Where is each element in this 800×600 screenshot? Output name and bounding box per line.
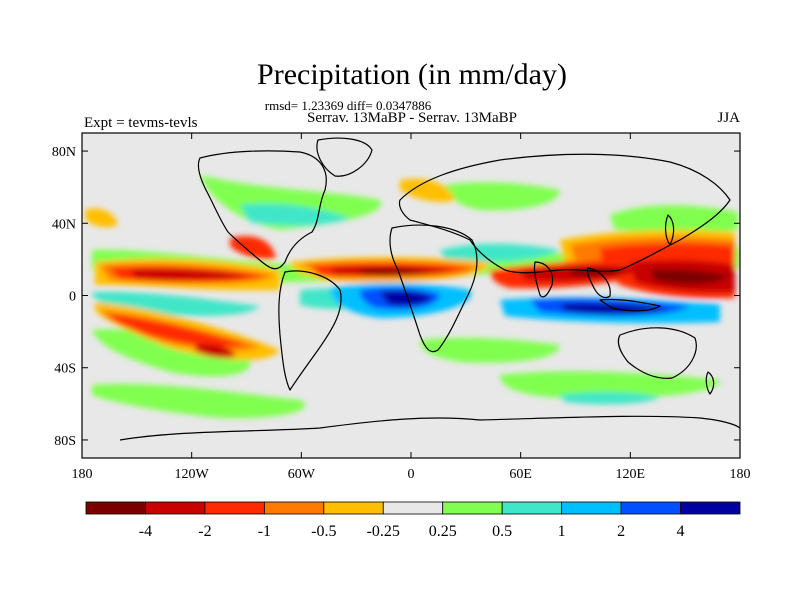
colorbar-swatch: [85, 501, 146, 515]
colorbar-swatch: [501, 501, 563, 515]
lat-tick-label: 40N: [52, 217, 76, 232]
latitude-axis: 80N 40N 0 40S 80S: [52, 145, 740, 449]
lon-tick-label: 60E: [509, 467, 532, 482]
coastline-greenland: [316, 137, 373, 177]
coastline-new-zealand: [705, 371, 715, 395]
lon-tick-label: 180: [730, 467, 751, 482]
field-patch: [650, 269, 730, 285]
lon-tick-label: 0: [408, 467, 415, 482]
field-patch: [420, 337, 560, 363]
colorbar-swatch: [204, 501, 265, 515]
experiment-label: Expt = tevms-tevls: [84, 115, 198, 131]
field-patch: [130, 268, 250, 281]
coastline-eurasia: [398, 153, 731, 274]
longitude-axis: 180 120W 60W 0 60E 120E 180: [72, 133, 751, 482]
field-patch: [92, 329, 251, 377]
map-panel: [82, 133, 740, 458]
field-patch: [195, 344, 236, 358]
lat-tick-label: 80S: [54, 434, 76, 449]
field-patch: [400, 178, 455, 202]
coastline-antarctica: [119, 415, 740, 441]
field-patch: [560, 392, 660, 405]
colorbar: -4 -2 -1 -0.5 -0.25 0.25 0.5 1 2 4: [85, 501, 741, 540]
field-patch: [360, 268, 430, 276]
coastline-india: [533, 261, 554, 298]
lon-tick-label: 180: [72, 467, 93, 482]
stats-line: rmsd= 1.23369 diff= 0.0347886: [265, 98, 432, 113]
field-patch: [85, 208, 118, 228]
coastline-africa: [389, 224, 478, 353]
lon-tick-label: 120E: [616, 467, 646, 482]
colorbar-swatch: [382, 501, 444, 515]
coastline-australia: [617, 327, 697, 379]
colorbar-swatch: [323, 501, 384, 515]
field-patch: [92, 383, 306, 419]
colorbar-label: -1: [258, 523, 271, 540]
colorbar-label: -4: [139, 523, 152, 540]
field-patch: [230, 236, 276, 260]
lat-tick-label: 80N: [52, 145, 76, 160]
season-label: JJA: [717, 110, 740, 126]
colorbar-swatch: [620, 501, 681, 515]
coastline-indonesia: [599, 298, 661, 312]
colorbar-label: 0.25: [429, 523, 457, 540]
field-patch: [110, 314, 245, 347]
field-patch: [440, 243, 560, 262]
field-patch: [610, 205, 738, 233]
coastline-japan: [664, 214, 675, 246]
figure-title: Precipitation (in mm/day): [257, 58, 567, 91]
colorbar-swatch: [263, 501, 325, 515]
colorbar-label: 2: [617, 523, 625, 540]
colorbar-swatch: [561, 501, 622, 515]
colorbar-label: 0.5: [492, 523, 512, 540]
colorbar-label: -2: [198, 523, 211, 540]
field-patch: [380, 290, 432, 306]
colorbar-label: -0.5: [311, 523, 336, 540]
comparison-label: Serrav. 13MaBP - Serrav. 13MaBP: [307, 110, 517, 126]
field-patch: [445, 182, 560, 211]
coastline-north-america: [197, 150, 327, 270]
colorbar-label: -0.25: [367, 523, 400, 540]
coastline-south-america: [278, 270, 342, 391]
lat-tick-label: 0: [69, 290, 76, 305]
colorbar-label: 1: [558, 523, 566, 540]
colorbar-swatch: [680, 501, 741, 515]
field-patch: [240, 203, 350, 226]
lat-tick-label: 40S: [54, 362, 76, 377]
colorbar-swatch: [145, 501, 206, 515]
lon-tick-label: 120W: [175, 467, 210, 482]
lon-tick-label: 60W: [288, 467, 316, 482]
colorbar-swatch: [442, 501, 503, 515]
colorbar-label: 4: [677, 523, 685, 540]
precipitation-anomaly-field: [85, 175, 740, 419]
coastline-southeast-asia: [586, 267, 611, 299]
coastlines: [119, 137, 740, 441]
